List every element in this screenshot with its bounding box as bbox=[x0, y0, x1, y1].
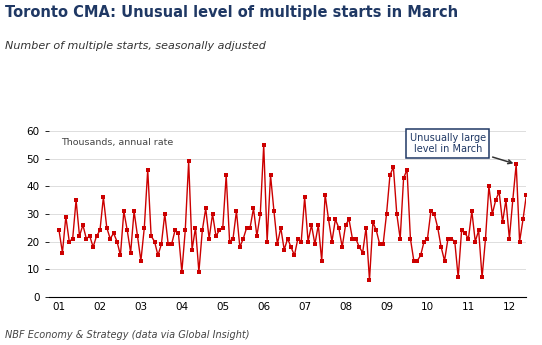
Text: NBF Economy & Strategy (data via Global Insight): NBF Economy & Strategy (data via Global … bbox=[5, 330, 250, 340]
Text: Thousands, annual rate: Thousands, annual rate bbox=[61, 138, 173, 147]
Text: Unusually large
level in March: Unusually large level in March bbox=[410, 133, 512, 164]
Text: Number of multiple starts, seasonally adjusted: Number of multiple starts, seasonally ad… bbox=[5, 41, 266, 51]
Text: Toronto CMA: Unusual level of multiple starts in March: Toronto CMA: Unusual level of multiple s… bbox=[5, 5, 459, 20]
